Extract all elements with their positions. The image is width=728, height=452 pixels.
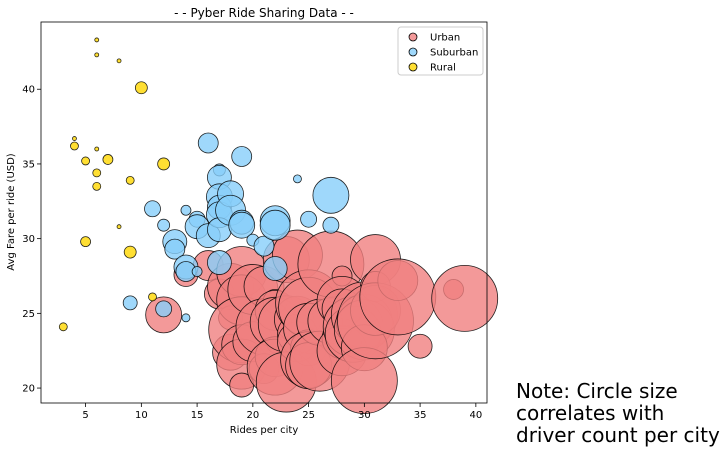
data-point-suburban bbox=[228, 211, 256, 239]
y-tick-label: 40 bbox=[22, 85, 35, 96]
x-tick-label: 40 bbox=[469, 410, 482, 421]
legend-label-suburban: Suburban bbox=[430, 48, 478, 59]
data-point-suburban bbox=[180, 204, 192, 216]
x-axis-label: Rides per city bbox=[230, 425, 299, 436]
data-point-rural bbox=[94, 52, 100, 58]
data-point-suburban bbox=[157, 218, 171, 232]
data-point-urban bbox=[431, 265, 499, 332]
x-tick-label: 5 bbox=[82, 410, 88, 421]
y-tick-label: 30 bbox=[22, 234, 35, 245]
x-axis-ticks: 5 10 15 20 25 30 35 40 bbox=[82, 403, 482, 421]
y-tick-label: 20 bbox=[22, 384, 35, 395]
legend-marker-rural bbox=[408, 62, 418, 72]
x-tick-label: 10 bbox=[135, 410, 148, 421]
data-point-rural bbox=[148, 292, 157, 302]
data-point-rural bbox=[70, 141, 79, 151]
x-tick-label: 20 bbox=[246, 410, 259, 421]
data-point-suburban bbox=[300, 210, 318, 228]
data-point-rural bbox=[116, 224, 122, 230]
data-point-urban bbox=[359, 258, 437, 336]
data-point-rural bbox=[94, 146, 100, 152]
data-point-rural bbox=[116, 58, 122, 64]
y-axis-label: Avg Fare per ride (USD) bbox=[6, 153, 17, 271]
legend-marker-suburban bbox=[408, 47, 418, 57]
data-point-suburban bbox=[122, 295, 138, 311]
data-point-rural bbox=[125, 175, 135, 185]
data-point-suburban bbox=[322, 216, 340, 234]
x-tick-label: 30 bbox=[358, 410, 371, 421]
data-point-suburban bbox=[164, 238, 186, 260]
y-axis-ticks: 20 25 30 35 40 bbox=[22, 85, 41, 395]
data-point-suburban bbox=[206, 250, 232, 275]
data-point-rural bbox=[81, 156, 90, 166]
legend-marker-urban bbox=[408, 32, 418, 42]
data-point-rural bbox=[80, 236, 91, 248]
data-point-suburban bbox=[259, 209, 291, 241]
legend-label-rural: Rural bbox=[430, 63, 456, 74]
data-point-suburban bbox=[262, 256, 288, 281]
data-point-rural bbox=[92, 168, 102, 178]
x-tick-label: 25 bbox=[302, 410, 315, 421]
data-point-rural bbox=[134, 81, 148, 95]
legend: Urban Suburban Rural bbox=[397, 26, 484, 76]
data-point-suburban bbox=[144, 200, 161, 218]
chart-title: - - Pyber Ride Sharing Data - - bbox=[174, 6, 354, 20]
data-point-rural bbox=[102, 154, 114, 165]
data-point-suburban bbox=[191, 266, 203, 277]
data-point-suburban bbox=[197, 132, 219, 154]
data-point-suburban bbox=[253, 235, 275, 257]
data-point-urban bbox=[407, 333, 433, 359]
data-point-suburban bbox=[312, 176, 350, 214]
x-tick-label: 35 bbox=[414, 410, 427, 421]
data-point-suburban bbox=[231, 146, 253, 167]
legend-label-urban: Urban bbox=[430, 33, 460, 44]
data-point-suburban bbox=[293, 174, 302, 184]
markers-layer bbox=[58, 37, 499, 414]
data-point-rural bbox=[72, 136, 77, 141]
size-note: Note: Circle size correlates with driver… bbox=[516, 379, 720, 447]
x-tick-label: 15 bbox=[191, 410, 204, 421]
plot-frame bbox=[40, 21, 488, 404]
data-point-rural bbox=[58, 322, 68, 332]
data-point-suburban bbox=[155, 300, 173, 318]
y-tick-label: 25 bbox=[22, 309, 35, 320]
data-point-rural bbox=[92, 181, 102, 191]
y-tick-label: 35 bbox=[22, 159, 35, 170]
data-point-rural bbox=[157, 157, 171, 171]
data-point-suburban bbox=[181, 313, 191, 323]
data-point-rural bbox=[94, 37, 100, 43]
legend-box bbox=[397, 26, 484, 76]
data-point-rural bbox=[123, 245, 137, 259]
